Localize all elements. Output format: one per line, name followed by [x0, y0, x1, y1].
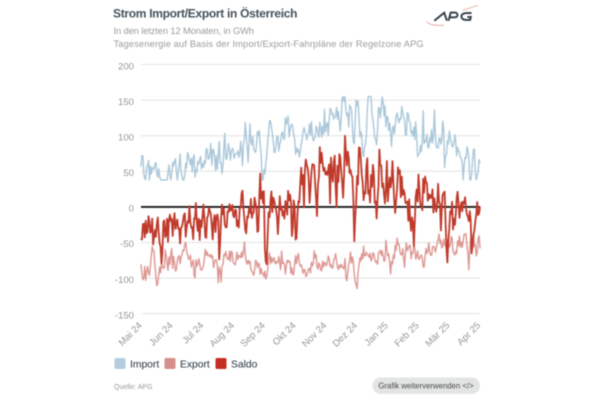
svg-text:0: 0: [129, 204, 134, 215]
svg-text:200: 200: [118, 61, 134, 72]
svg-text:150: 150: [118, 97, 134, 108]
svg-text:Quelle: APG: Quelle: APG: [114, 384, 153, 391]
svg-text:Saldo: Saldo: [231, 360, 258, 371]
svg-text:-150: -150: [115, 310, 134, 321]
svg-text:100: 100: [118, 132, 134, 143]
svg-text:Import: Import: [130, 360, 159, 371]
svg-text:In den letzten 12 Monaten, in: In den letzten 12 Monaten, in GWh: [114, 26, 254, 36]
svg-text:Grafik weiterverwenden </>: Grafik weiterverwenden </>: [378, 382, 474, 391]
svg-text:50: 50: [123, 168, 134, 179]
svg-text:Strom Import/Export in Österre: Strom Import/Export in Österreich: [113, 6, 297, 21]
svg-text:Export: Export: [180, 360, 210, 371]
svg-text:-50: -50: [120, 239, 134, 250]
svg-text:Tagesenergie auf Basis der Imp: Tagesenergie auf Basis der Import/Export…: [114, 39, 424, 49]
svg-text:-100: -100: [115, 275, 134, 286]
